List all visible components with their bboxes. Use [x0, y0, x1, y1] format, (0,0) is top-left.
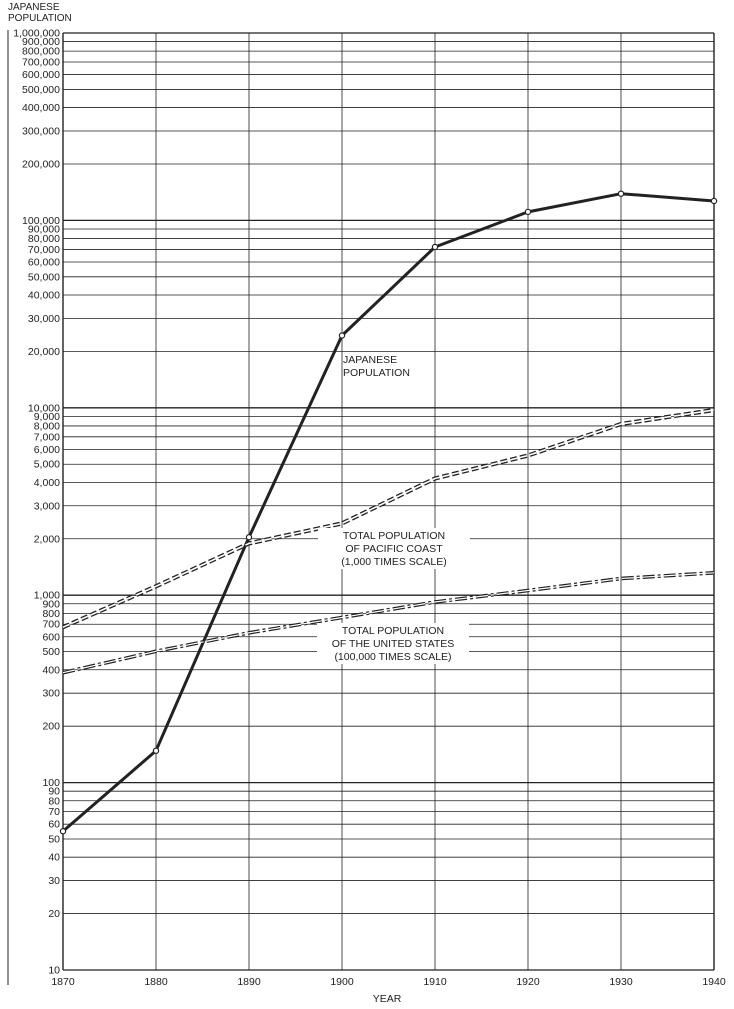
- chart-title-line-2: POPULATION: [8, 13, 72, 24]
- y-tick-label: 30: [48, 875, 60, 887]
- y-tick-label: 4,000: [34, 477, 60, 489]
- y-tick-label: 7,000: [34, 431, 60, 443]
- data-point: [338, 332, 346, 339]
- y-tick-label: 1,000,000: [13, 28, 60, 40]
- series-annotation-line: OF PACIFIC COAST: [345, 543, 443, 555]
- y-tick-label: 6,000: [34, 444, 60, 456]
- y-tick-label: 50,000: [28, 271, 60, 283]
- data-point: [245, 534, 253, 541]
- y-tick-label: 30,000: [28, 313, 60, 325]
- y-tick-label: 80,000: [28, 233, 60, 245]
- y-tick-label: 10: [48, 965, 60, 977]
- series-annotation-line: POPULATION: [343, 367, 410, 379]
- y-tick-label: 9,000: [34, 411, 60, 423]
- y-tick-label: 600,000: [22, 69, 60, 81]
- series-line-japanese-population: [62, 192, 715, 833]
- y-tick-label: 500: [42, 646, 60, 658]
- y-tick-label: 900,000: [22, 36, 60, 48]
- data-point: [431, 243, 439, 251]
- y-tick-label: 90: [48, 786, 60, 798]
- y-tick-label: 80: [48, 795, 60, 807]
- series-annotation-line: (100,000 TIMES SCALE): [334, 651, 451, 663]
- x-tick-label: 1880: [144, 976, 168, 988]
- y-tick-label: 2,000: [34, 533, 60, 545]
- x-tick-label: 1870: [51, 976, 75, 988]
- grid: [7, 30, 715, 985]
- series-line-pacific-coast-inner: [62, 409, 715, 628]
- y-tick-label: 400,000: [22, 102, 60, 114]
- annotation-background: [317, 623, 469, 664]
- x-tick-label: 1930: [609, 976, 633, 988]
- series-annotation-line: OF THE UNITED STATES: [332, 638, 455, 650]
- y-tick-label: 500,000: [22, 84, 60, 96]
- series-annotation-line: JAPANESE: [343, 354, 397, 366]
- x-tick-label: 1910: [423, 976, 447, 988]
- y-tick-label: 700: [42, 619, 60, 631]
- y-tick-label: 70,000: [28, 244, 60, 256]
- data-point: [617, 190, 625, 197]
- y-tick-label: 300: [42, 688, 60, 700]
- y-tick-label: 200,000: [22, 158, 60, 170]
- y-tick-label: 40: [48, 852, 60, 864]
- data-point: [524, 208, 532, 216]
- y-tick-label: 20,000: [28, 346, 60, 358]
- y-tick-label: 5,000: [34, 459, 60, 471]
- series-group: [59, 190, 718, 835]
- data-point: [59, 828, 67, 835]
- series-line-united-states-inner: [62, 572, 715, 674]
- x-tick-label: 1920: [516, 976, 540, 988]
- y-tick-label: 800: [42, 608, 60, 620]
- y-axis-ticks: 1020304050607080901002003004005006007008…: [13, 28, 60, 977]
- y-tick-label: 60: [48, 819, 60, 831]
- x-axis-ticks: 1870 1880 1890 1900 1910 1920 1930 1940: [51, 976, 726, 988]
- y-tick-label: 50: [48, 834, 60, 846]
- x-axis-label: YEAR: [373, 993, 402, 1005]
- y-tick-label: 800,000: [22, 46, 60, 58]
- y-tick-label: 3,000: [34, 500, 60, 512]
- x-tick-label: 1900: [330, 976, 354, 988]
- series-annotation-line: TOTAL POPULATION: [342, 625, 444, 637]
- data-point: [152, 747, 160, 754]
- x-tick-label: 1940: [702, 976, 726, 988]
- y-tick-label: 700,000: [22, 57, 60, 69]
- y-tick-label: 10,000: [28, 402, 60, 414]
- y-tick-label: 90,000: [28, 223, 60, 235]
- x-tick-label: 1890: [237, 976, 261, 988]
- data-point: [710, 197, 718, 205]
- y-tick-label: 100: [42, 777, 60, 789]
- y-tick-label: 600: [42, 631, 60, 643]
- y-tick-label: 300,000: [22, 125, 60, 137]
- y-tick-label: 1,000: [34, 590, 60, 602]
- y-tick-label: 100,000: [22, 215, 60, 227]
- y-tick-label: 8,000: [34, 420, 60, 432]
- y-tick-label: 40,000: [28, 289, 60, 301]
- series-annotation-line: (1,000 TIMES SCALE): [341, 556, 446, 568]
- y-tick-label: 70: [48, 806, 60, 818]
- y-tick-label: 200: [42, 721, 60, 733]
- y-tick-label: 900: [42, 598, 60, 610]
- series-annotation-line: TOTAL POPULATION: [343, 530, 445, 542]
- y-tick-label: 20: [48, 908, 60, 920]
- annotation-background: [318, 528, 470, 569]
- chart-title-line-1: JAPANESE: [8, 2, 60, 13]
- y-tick-label: 60,000: [28, 256, 60, 268]
- y-tick-label: 400: [42, 664, 60, 676]
